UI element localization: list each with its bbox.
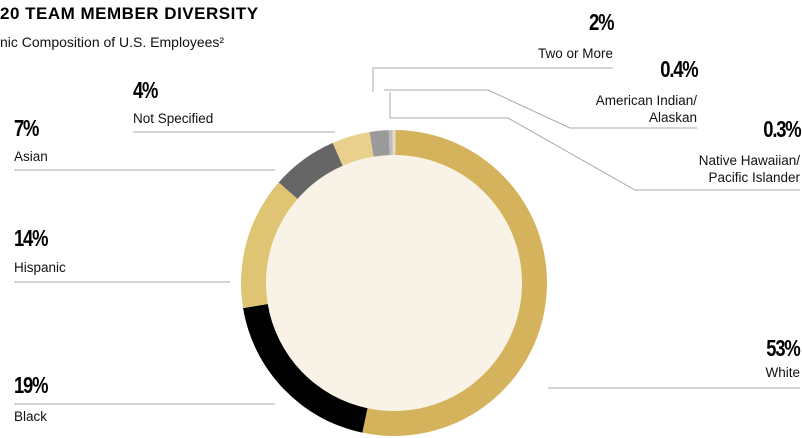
donut-segment	[388, 130, 393, 156]
category-label: Asian	[14, 149, 48, 164]
leader-line	[372, 67, 613, 92]
category-label: Not Specified	[133, 111, 214, 126]
value-label: 4%	[133, 77, 158, 103]
value-label: 2%	[588, 9, 614, 35]
leader-line	[384, 89, 697, 129]
donut-segment	[369, 130, 390, 157]
chart-title: 20 TEAM MEMBER DIVERSITY	[0, 4, 259, 23]
category-label: White	[765, 365, 800, 380]
donut-center	[266, 155, 522, 411]
category-label: Black	[14, 409, 48, 424]
value-label: 14%	[14, 225, 48, 251]
category-label: American Indian/ Alaskan	[595, 93, 697, 125]
category-label: Hispanic	[14, 260, 66, 275]
category-label: Two or More	[537, 46, 613, 61]
value-label: 0.4%	[659, 56, 698, 82]
leader-line	[389, 92, 800, 191]
donut-segment	[241, 182, 298, 309]
donut-segment	[243, 304, 368, 433]
donut-segment	[362, 130, 547, 437]
donut-segment	[392, 130, 396, 156]
donut-segment	[332, 131, 374, 166]
value-label: 53%	[766, 335, 801, 361]
chart-subtitle: nic Composition of U.S. Employees²	[0, 34, 225, 50]
donut-segment	[278, 142, 343, 199]
value-label: 7%	[14, 115, 39, 141]
value-label: 19%	[14, 372, 48, 398]
value-label: 0.3%	[762, 116, 801, 142]
category-label: Native Hawaiian/ Pacific Islander	[698, 153, 800, 185]
